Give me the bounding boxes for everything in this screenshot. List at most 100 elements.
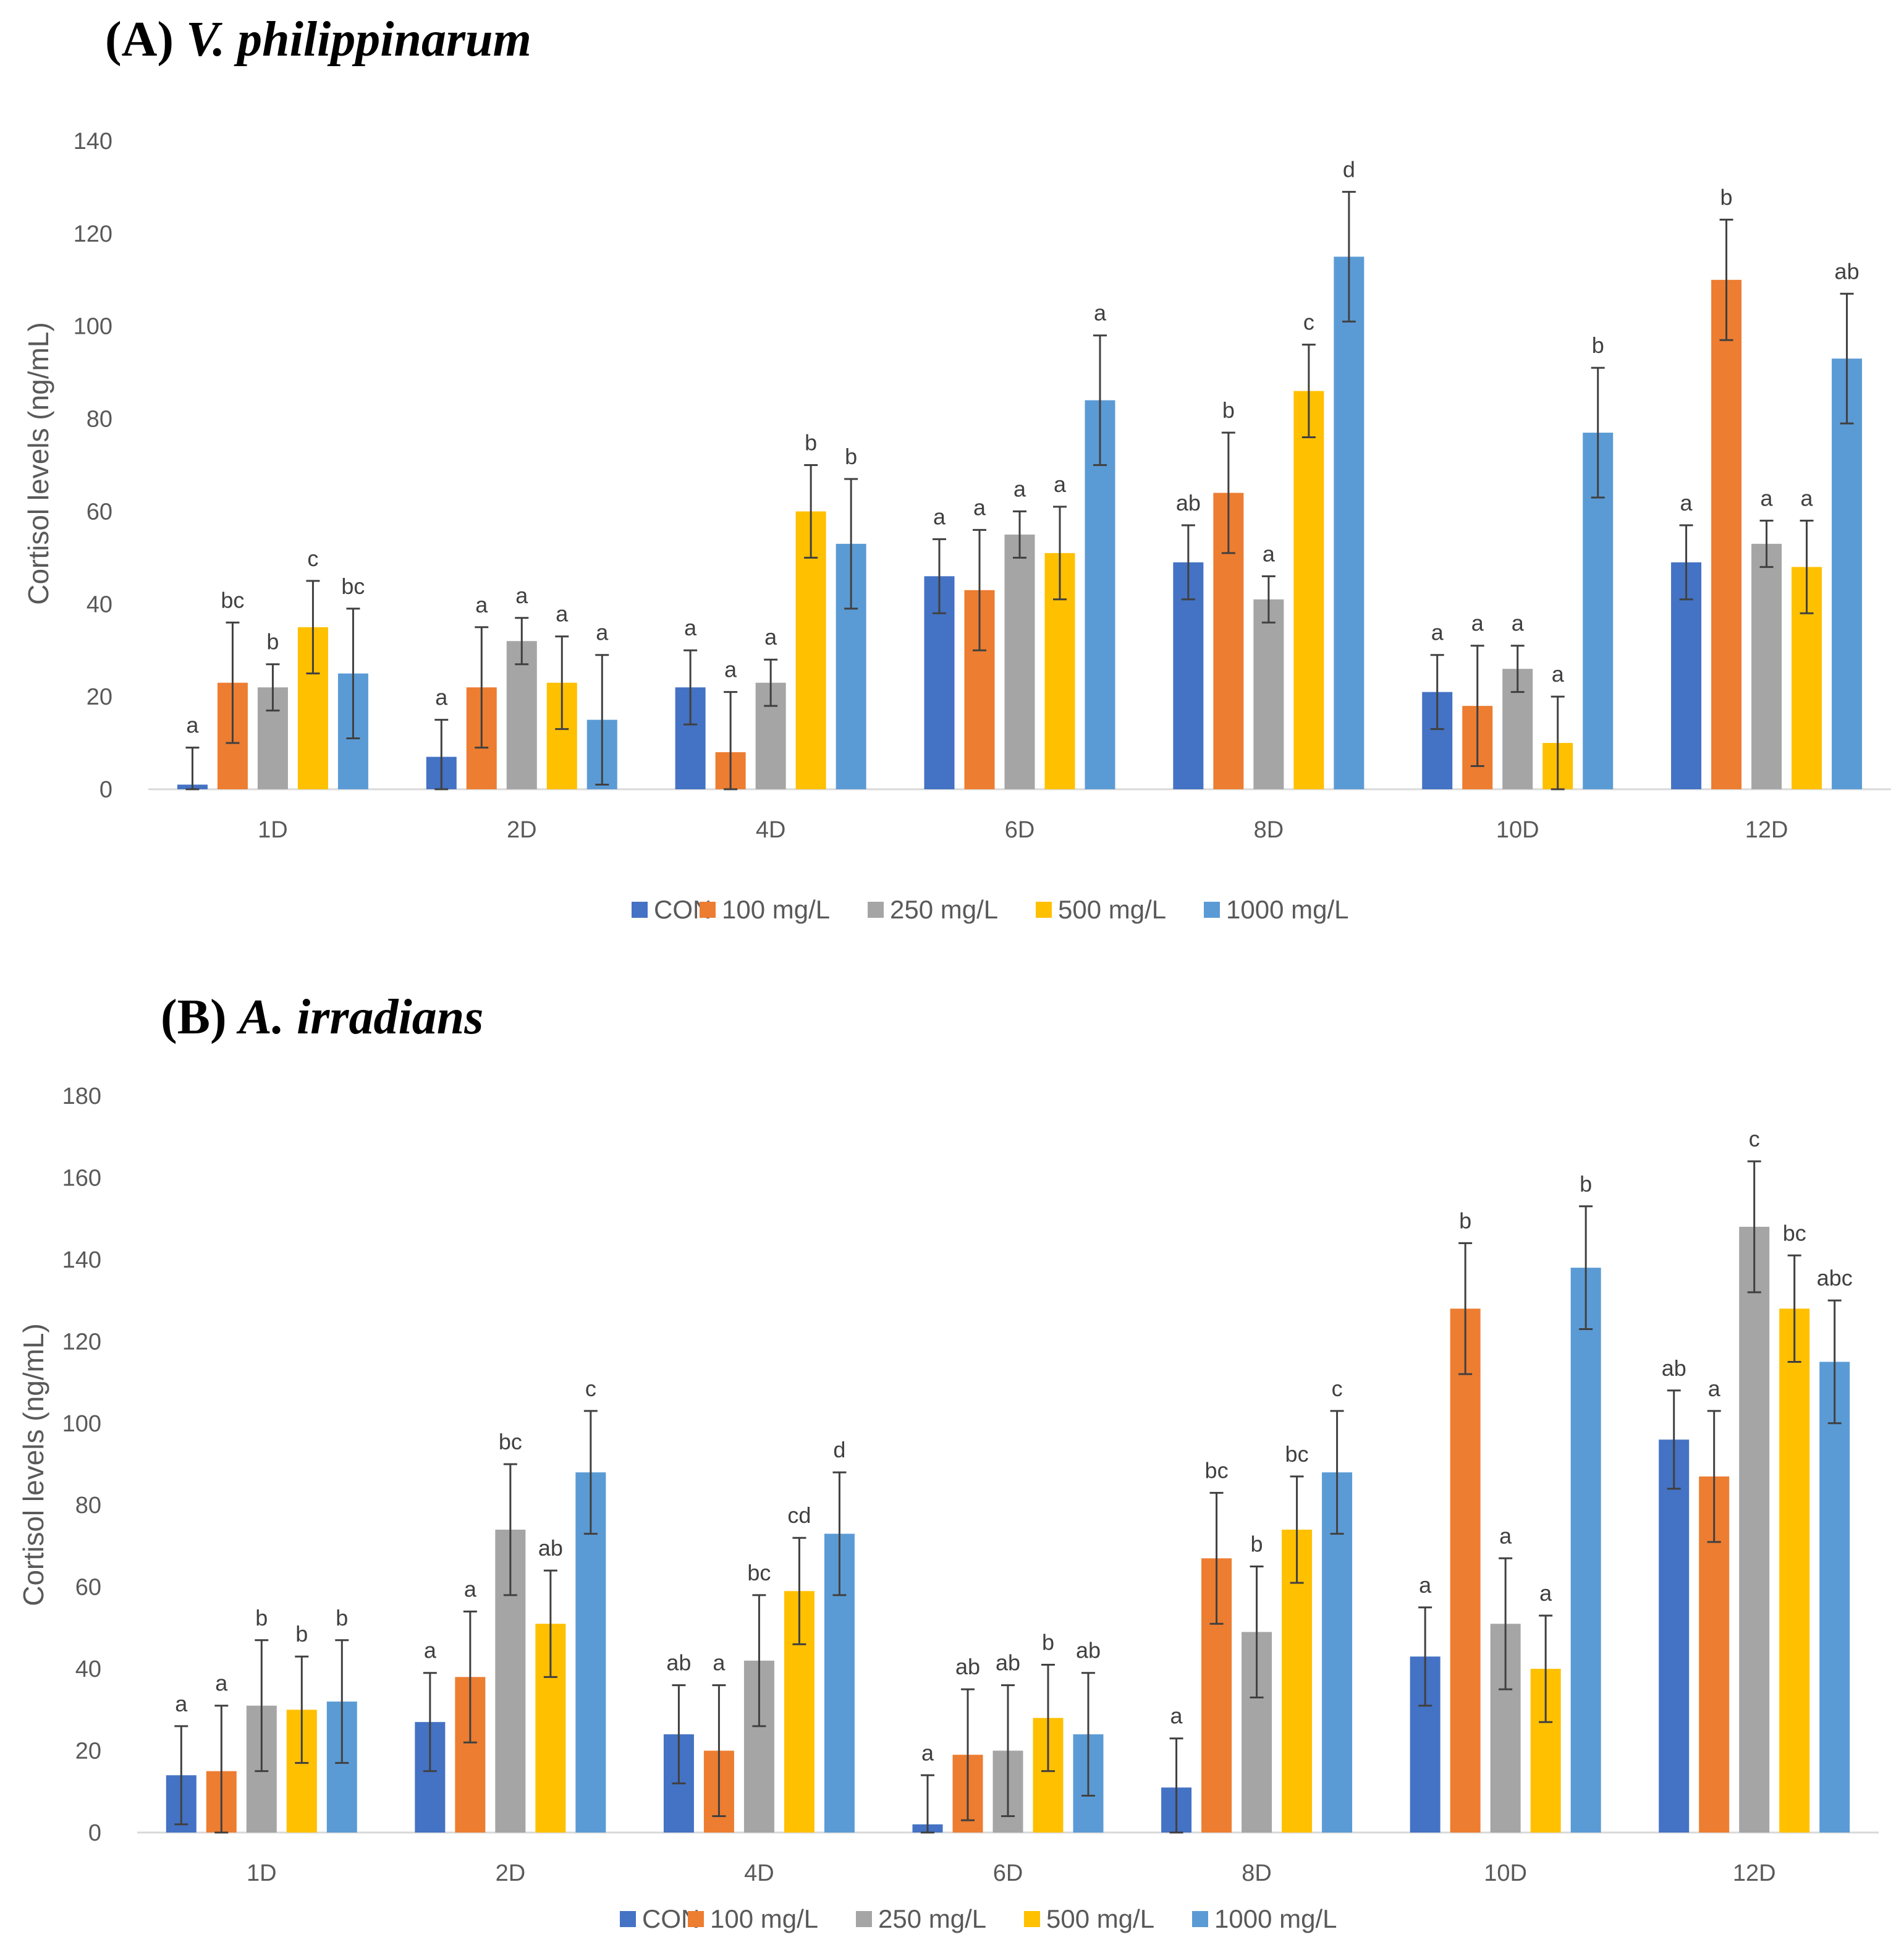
significance-label: a bbox=[175, 1691, 188, 1716]
panel-a-label: (A) bbox=[105, 12, 174, 67]
error-bar bbox=[306, 580, 320, 675]
error-bar bbox=[255, 1639, 269, 1773]
significance-label: b bbox=[1251, 1532, 1263, 1557]
legend-item: 100 mg/L bbox=[688, 1904, 818, 1933]
significance-label: b bbox=[1580, 1171, 1592, 1197]
legend-label: 500 mg/L bbox=[1046, 1904, 1154, 1933]
error-bar bbox=[724, 691, 738, 790]
significance-label: bc bbox=[221, 587, 244, 612]
panel-b-x-tick-label: 1D bbox=[247, 1860, 277, 1886]
panel-a-bars bbox=[177, 256, 1863, 790]
significance-label: a bbox=[1708, 1376, 1721, 1401]
significance-label: bc bbox=[1783, 1220, 1806, 1245]
bar-250-mg-l-8d bbox=[1253, 599, 1284, 789]
significance-label: a bbox=[1499, 1523, 1512, 1548]
panel-a-species: V. philippinarum bbox=[186, 12, 531, 67]
error-bar bbox=[1551, 695, 1565, 790]
significance-label: b bbox=[805, 430, 817, 456]
significance-label: a bbox=[515, 583, 528, 608]
legend-swatch bbox=[1024, 1911, 1040, 1927]
error-bar bbox=[335, 1639, 349, 1764]
panel-a-y-axis-label: Cortisol levels (ng/mL) bbox=[22, 322, 54, 605]
error-bar bbox=[933, 538, 946, 614]
panel-a-title: (A) V. philippinarum bbox=[105, 12, 531, 67]
significance-label: ab bbox=[1835, 258, 1860, 284]
significance-label: a bbox=[596, 620, 609, 645]
panel-b-error-bars bbox=[174, 1160, 1842, 1834]
legend-item: 500 mg/L bbox=[1036, 895, 1166, 924]
bar-1000-mg-l-12d bbox=[1832, 358, 1863, 789]
panel-b-y-tick-label: 60 bbox=[75, 1575, 101, 1601]
panel-b-x-tick-label: 2D bbox=[496, 1860, 526, 1886]
error-bar bbox=[214, 1705, 229, 1834]
error-bar bbox=[1539, 1614, 1553, 1723]
significance-label: abc bbox=[1817, 1265, 1853, 1290]
legend-label: 1000 mg/L bbox=[1226, 895, 1348, 924]
significance-label: c bbox=[1332, 1376, 1343, 1401]
bar-1000-mg-l-12d bbox=[1819, 1362, 1850, 1833]
panel-b-label: (B) bbox=[161, 990, 227, 1045]
significance-label: b bbox=[1720, 184, 1733, 210]
panel-b-x-tick-label: 8D bbox=[1242, 1860, 1272, 1886]
legend-swatch bbox=[700, 902, 716, 918]
panel-b-x-tick-label: 10D bbox=[1484, 1860, 1527, 1886]
legend-label: 1000 mg/L bbox=[1214, 1904, 1337, 1933]
error-bar bbox=[683, 649, 698, 726]
error-bar bbox=[1330, 1410, 1344, 1535]
error-bar bbox=[961, 1688, 975, 1821]
significance-label: ab bbox=[538, 1535, 563, 1561]
significance-label: ab bbox=[1176, 490, 1201, 515]
legend-swatch bbox=[868, 902, 884, 918]
significance-label: c bbox=[1749, 1126, 1760, 1151]
bar-250-mg-l-2d bbox=[506, 641, 537, 789]
significance-label: d bbox=[1343, 156, 1355, 182]
significance-label: b bbox=[1222, 397, 1235, 423]
panel-b-species: A. irradians bbox=[236, 990, 484, 1045]
error-bar bbox=[503, 1463, 517, 1596]
legend-swatch bbox=[1192, 1911, 1208, 1927]
significance-label: a bbox=[1552, 661, 1565, 687]
significance-label: b bbox=[255, 1605, 268, 1630]
significance-label: a bbox=[464, 1576, 477, 1601]
error-bar bbox=[1707, 1410, 1721, 1543]
panel-a-y-tick-label: 20 bbox=[87, 684, 112, 710]
legend-item: CON bbox=[620, 1904, 700, 1933]
error-bar bbox=[1250, 1566, 1264, 1698]
error-bar bbox=[1470, 645, 1484, 768]
panel-b-y-tick-label: 20 bbox=[75, 1739, 101, 1765]
error-bar bbox=[1342, 190, 1356, 323]
error-bar bbox=[1591, 367, 1605, 499]
panel-b-x-ticks: 1D 2D 4D 6D 8D 10D 12D bbox=[247, 1860, 1776, 1886]
significance-label: a bbox=[684, 615, 697, 640]
error-bar bbox=[1510, 645, 1525, 693]
error-bar bbox=[1499, 1557, 1513, 1690]
panel-b-y-tick-label: 140 bbox=[62, 1247, 101, 1273]
error-bar bbox=[346, 608, 360, 740]
error-bar bbox=[266, 663, 280, 712]
panel-a-x-tick-label: 6D bbox=[1005, 817, 1035, 843]
significance-label: a bbox=[1761, 485, 1774, 511]
significance-label: b bbox=[1459, 1208, 1471, 1233]
significance-label: ab bbox=[666, 1650, 691, 1676]
error-bar bbox=[1759, 519, 1774, 568]
legend-item: 1000 mg/L bbox=[1204, 895, 1348, 924]
legend-label: 500 mg/L bbox=[1058, 895, 1166, 924]
error-bar bbox=[1747, 1160, 1761, 1294]
panel-b-y-tick-label: 120 bbox=[62, 1329, 101, 1355]
significance-label: ab bbox=[955, 1654, 980, 1679]
significance-label: a bbox=[1054, 472, 1067, 497]
error-bar bbox=[1579, 1205, 1593, 1330]
significance-label: a bbox=[1512, 611, 1525, 636]
panel-b-legend: CON 100 mg/L 250 mg/L 500 mg/L 1000 mg/L bbox=[620, 1904, 1337, 1933]
panel-a-x-tick-label: 1D bbox=[258, 817, 288, 843]
error-bar bbox=[1261, 575, 1276, 624]
error-bar bbox=[921, 1774, 934, 1834]
error-bar bbox=[1290, 1475, 1304, 1584]
panel-a-y-tick-label: 100 bbox=[74, 314, 112, 340]
significance-label: a bbox=[1094, 300, 1107, 326]
significance-label: ab bbox=[996, 1650, 1020, 1676]
significance-label: b bbox=[266, 629, 279, 655]
error-bar bbox=[1667, 1389, 1681, 1490]
